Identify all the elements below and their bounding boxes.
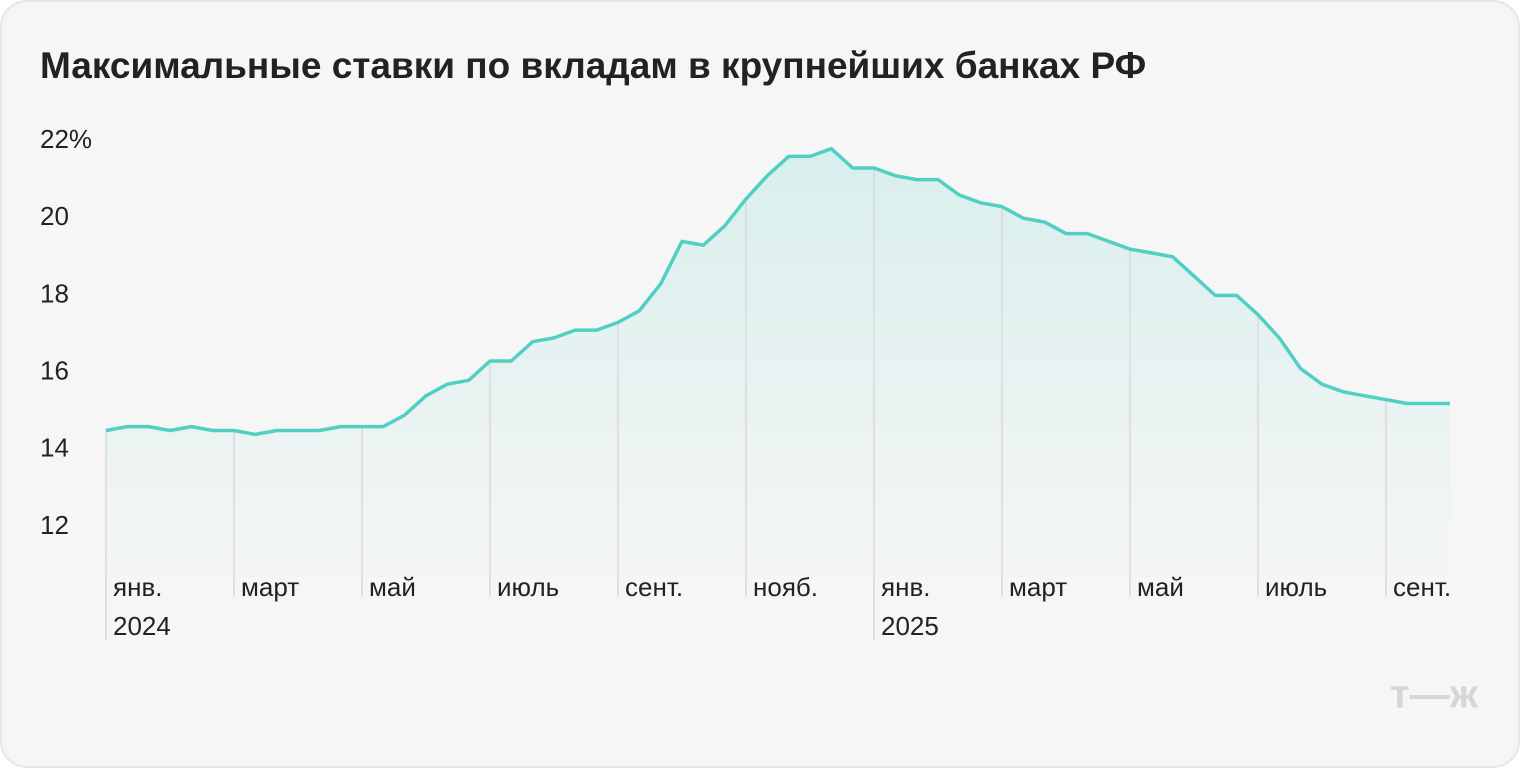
y-tick-label: 18 — [40, 278, 69, 308]
x-tick-label: март — [241, 572, 299, 602]
area — [106, 148, 1450, 600]
logo: т—ж — [1390, 673, 1479, 717]
x-tick-label: май — [369, 572, 416, 602]
x-tick-label: июль — [1265, 572, 1327, 602]
line — [105, 146, 1450, 437]
x-tick-label: сент. — [1393, 572, 1451, 602]
y-tick-label: 14 — [40, 433, 69, 463]
x-tick-label: май — [1137, 572, 1184, 602]
x-tick-label: янв. — [113, 572, 162, 602]
y-tick-label: 22% — [40, 124, 92, 154]
x-tick-label: нояб. — [753, 572, 818, 602]
y-tick-label: 16 — [40, 355, 69, 385]
chart-title: Максимальные ставки по вкладам в крупней… — [40, 45, 1146, 86]
x-tick-label: сент. — [625, 572, 683, 602]
y-tick-label: 12 — [40, 510, 69, 540]
x-tick-label: июль — [497, 572, 559, 602]
y-tick-label: 20 — [40, 201, 69, 231]
x-tick-label: март — [1009, 572, 1067, 602]
year-label: 2025 — [881, 611, 939, 641]
year-label: 2024 — [113, 611, 171, 641]
x-tick-label: янв. — [881, 572, 930, 602]
